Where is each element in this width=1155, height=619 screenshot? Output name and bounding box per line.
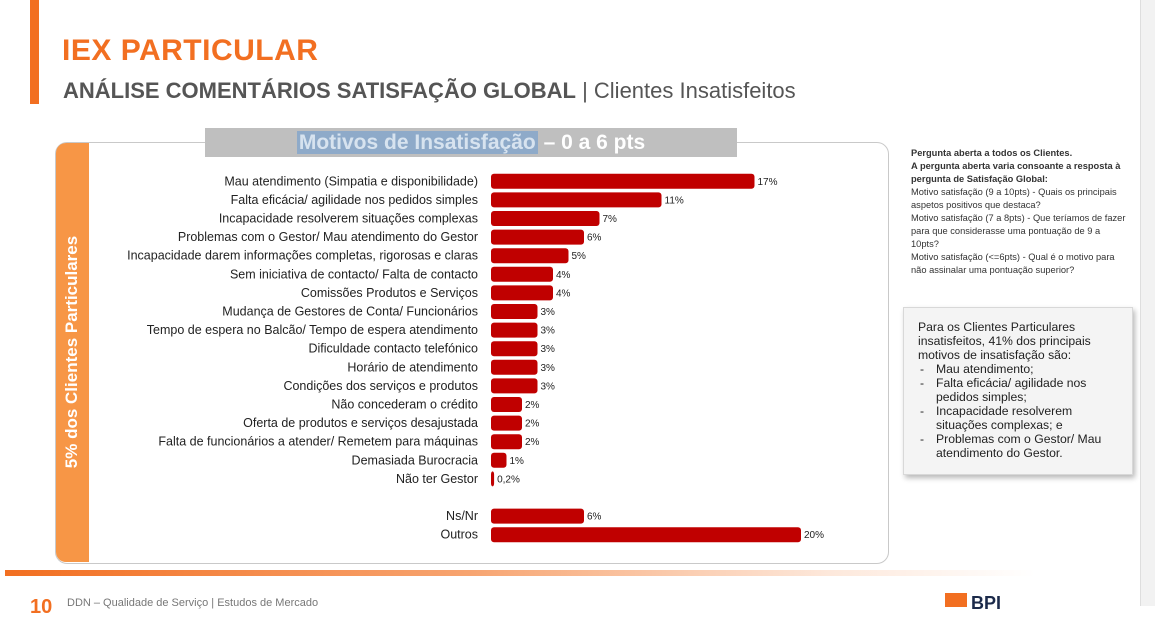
category-label: Falta eficácia/ agilidade nos pedidos si… — [231, 193, 478, 207]
bar — [491, 266, 553, 282]
accent-bar — [30, 0, 39, 104]
category-label: Mau atendimento (Simpatia e disponibilid… — [224, 174, 478, 188]
value-label: 4% — [556, 288, 571, 299]
value-label: 3% — [541, 307, 556, 318]
chart-header: Motivos de Insatisfação – 0 a 6 pts — [205, 128, 737, 157]
category-label: Problemas com o Gestor/ Mau atendimento … — [178, 230, 478, 244]
page-title: IEX PARTICULAR — [62, 34, 319, 67]
category-label: Comissões Produtos e Serviços — [301, 286, 478, 300]
logo-text: BPI — [971, 593, 1002, 613]
value-label: 2% — [525, 419, 540, 430]
page-number: 10 — [30, 596, 53, 618]
bar — [491, 527, 801, 543]
bar — [491, 248, 569, 264]
category-label: Oferta de produtos e serviços desajustad… — [243, 416, 478, 430]
bar — [491, 229, 584, 245]
note-line: Motivo satisfação (7 a 8pts) - Que tería… — [911, 213, 1126, 249]
bar — [491, 452, 507, 468]
category-label: Tempo de espera no Balcão/ Tempo de espe… — [147, 323, 478, 337]
category-label: Outros — [440, 528, 478, 542]
summary-item: Incapacidade resolverem situações comple… — [920, 404, 1122, 432]
summary-item: Mau atendimento; — [920, 362, 1122, 376]
bar — [491, 378, 538, 394]
bar — [491, 434, 522, 450]
category-label: Incapacidade darem informações completas… — [127, 249, 478, 263]
bar — [491, 341, 538, 357]
note-line: Motivo satisfação (<=6pts) - Qual é o mo… — [911, 252, 1115, 275]
value-label: 3% — [541, 381, 556, 392]
subtitle-separator: | — [582, 78, 588, 103]
value-label: 1% — [510, 456, 525, 467]
value-label: 3% — [541, 326, 556, 337]
window-edge — [1140, 0, 1155, 606]
value-label: 17% — [758, 177, 778, 188]
bar — [491, 397, 522, 412]
category-label: Não concederam o crédito — [331, 398, 478, 412]
subtitle-rest: Clientes Insatisfeitos — [593, 78, 796, 103]
bar — [491, 304, 538, 319]
page-subtitle: ANÁLISE COMENTÁRIOS SATISFAÇÃO GLOBAL | … — [63, 78, 796, 104]
value-label: 2% — [525, 437, 540, 448]
category-label: Dificuldade contacto telefónico — [308, 342, 478, 356]
note-line-bold: Pergunta aberta a todos os Clientes. — [911, 148, 1073, 158]
value-label: 6% — [587, 233, 602, 244]
value-label: 11% — [665, 195, 684, 206]
category-label: Incapacidade resolverem situações comple… — [219, 212, 478, 226]
bar — [491, 415, 522, 431]
side-band — [56, 143, 89, 562]
category-label: Ns/Nr — [446, 509, 478, 523]
bpi-logo: BPI — [945, 593, 1001, 613]
value-label: 7% — [603, 214, 618, 225]
subtitle-main: ANÁLISE COMENTÁRIOS SATISFAÇÃO GLOBAL — [63, 78, 576, 103]
chart-header-highlight: Motivos de Insatisfação — [296, 131, 538, 154]
footer-text: DDN – Qualidade de Serviço | Estudos de … — [67, 597, 319, 609]
bar — [491, 359, 538, 375]
value-label: 5% — [572, 251, 587, 262]
category-label: Demasiada Burocracia — [352, 453, 478, 467]
methodology-note: Pergunta aberta a todos os Clientes. A p… — [911, 147, 1126, 277]
note-line: Motivo satisfação (9 a 10pts) - Quais os… — [911, 187, 1117, 210]
bar — [491, 211, 600, 226]
summary-box: Para os Clientes Particulares insatisfei… — [903, 307, 1133, 475]
value-label: 3% — [541, 344, 556, 355]
bar — [491, 471, 495, 487]
logo-mark-icon — [945, 593, 967, 607]
bar — [491, 285, 553, 301]
value-label: 2% — [525, 400, 540, 411]
category-label: Horário de atendimento — [347, 360, 478, 374]
summary-item: Falta eficácia/ agilidade nos pedidos si… — [920, 376, 1122, 404]
value-label: 6% — [587, 512, 602, 523]
category-label: Falta de funcionários a atender/ Remetem… — [158, 435, 478, 449]
summary-item: Problemas com o Gestor/ Mau atendimento … — [920, 432, 1122, 460]
footer-divider — [5, 570, 1035, 576]
chart-header-rest: – 0 a 6 pts — [537, 131, 646, 154]
bar — [491, 508, 584, 524]
bar — [491, 173, 755, 189]
chart-frame — [55, 142, 889, 564]
category-label: Sem iniciativa de contacto/ Falta de con… — [230, 267, 478, 281]
category-label: Não ter Gestor — [396, 472, 478, 486]
bar — [491, 192, 662, 208]
note-line-bold: A pergunta aberta varia consoante a resp… — [911, 161, 1121, 184]
bar — [491, 322, 538, 338]
value-label: 3% — [541, 363, 556, 374]
category-label: Mudança de Gestores de Conta/ Funcionári… — [222, 305, 478, 319]
summary-intro: Para os Clientes Particulares insatisfei… — [918, 320, 1091, 362]
value-label: 0,2% — [497, 474, 520, 485]
bar-chart: Mau atendimento (Simpatia e disponibilid… — [127, 173, 824, 543]
category-label: Condições dos serviços e produtos — [283, 379, 478, 393]
value-label: 20% — [804, 530, 824, 541]
value-label: 4% — [556, 270, 571, 281]
summary-list: Mau atendimento; Falta eficácia/ agilida… — [918, 362, 1122, 460]
